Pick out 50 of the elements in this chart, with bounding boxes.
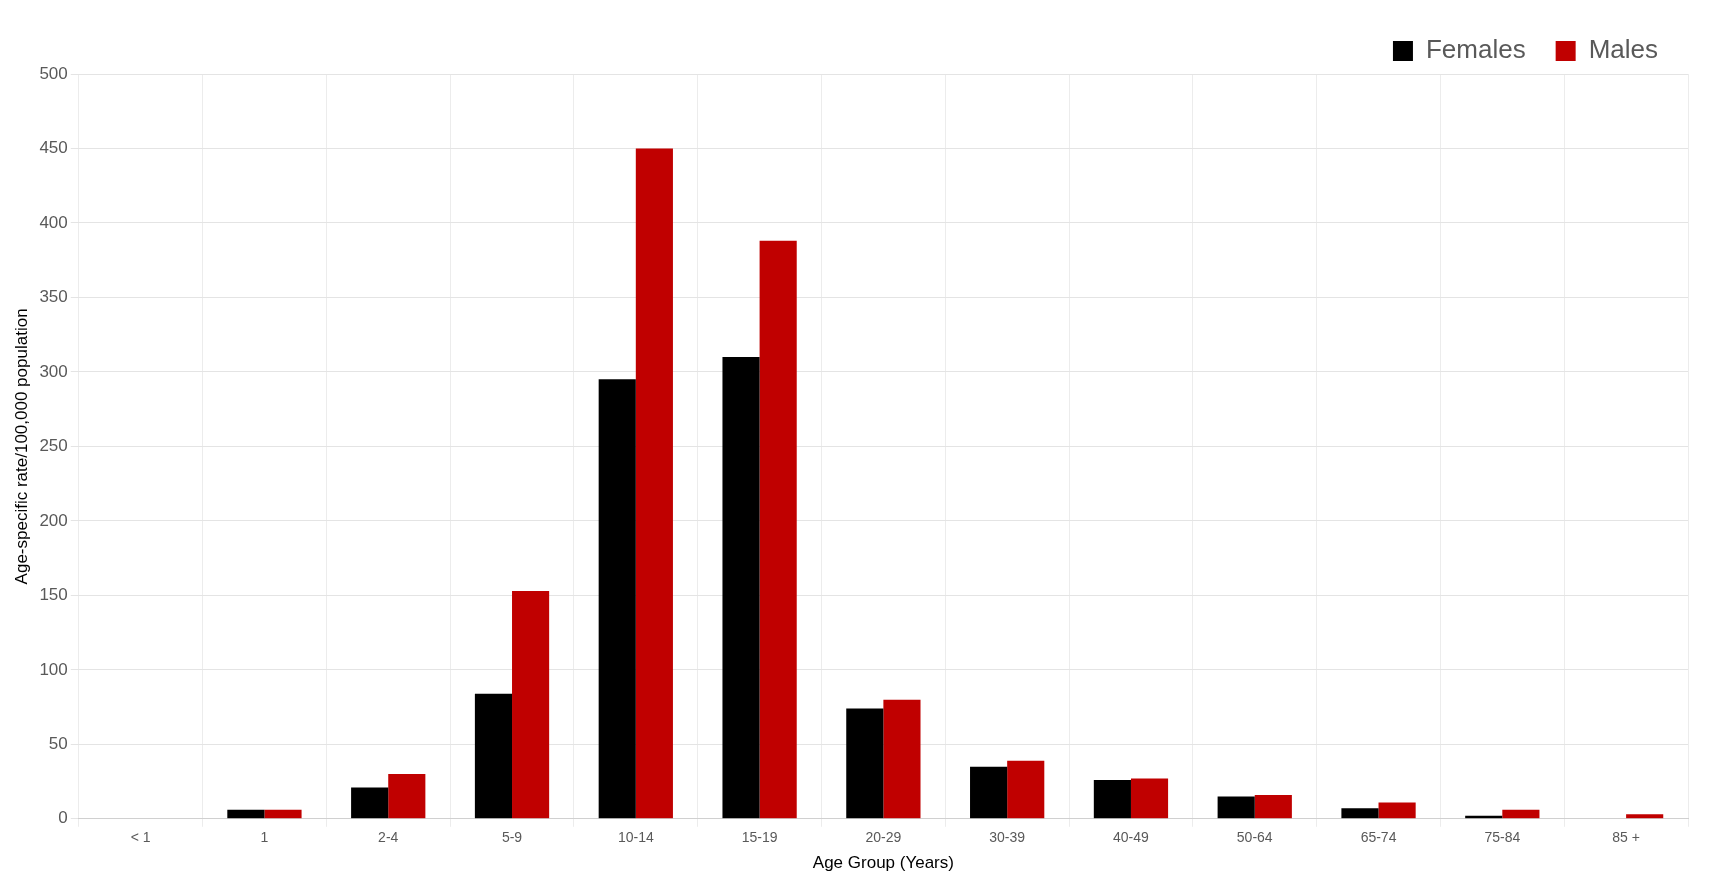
y-tick-label: 450 [39,138,68,158]
y-tick-label: 100 [39,659,68,679]
x-tick-label: 1 [260,829,269,846]
x-axis-title: Age Group (Years) [812,853,954,873]
x-tick-label: 50-64 [1236,829,1273,846]
bar [351,787,389,819]
bar [722,357,760,819]
x-tick-label: 2-4 [378,829,399,846]
legend-label: Females [1425,34,1526,65]
bar [1007,760,1045,819]
x-tick-label: 10-14 [617,829,654,846]
bar [883,699,921,819]
x-tick-label: 40-49 [1113,829,1150,846]
bar [1626,814,1664,819]
legend-label: Males [1588,34,1658,65]
y-tick-label: 350 [39,287,68,307]
x-tick-label: 5-9 [501,829,523,846]
x-tick-label: 30-39 [989,829,1026,846]
y-tick-label: 400 [39,212,68,232]
x-tick-label: < 1 [130,829,151,846]
bar [474,693,513,819]
y-tick-label: 500 [39,63,68,83]
bar [388,774,426,819]
y-tick-label: 50 [48,734,68,754]
y-tick-label: 200 [39,510,68,530]
bar [512,590,550,819]
x-tick-label: 20-29 [865,829,902,846]
bar [264,809,302,819]
y-tick-label: 250 [39,436,68,456]
bar [759,240,797,819]
bar [846,708,884,819]
y-tick-label: 150 [39,585,68,605]
x-tick-label: 75-84 [1484,829,1521,846]
bar [970,766,1008,819]
bar [635,148,673,819]
bar [598,379,636,819]
y-tick-label: 300 [39,361,68,381]
x-tick-label: 65-74 [1360,829,1397,846]
bar [227,809,265,819]
bar [1341,808,1379,819]
y-tick-label: 0 [58,808,68,828]
x-tick-label: 85 + [1612,829,1640,846]
bar [1254,794,1292,819]
bar [1502,809,1540,819]
y-axis-title: Age-specific rate/100,000 population [11,308,31,585]
bar [1378,802,1416,819]
bar [1130,778,1169,819]
x-tick-label: 15-19 [741,829,778,846]
bar [1093,780,1131,819]
bar [1217,796,1255,819]
